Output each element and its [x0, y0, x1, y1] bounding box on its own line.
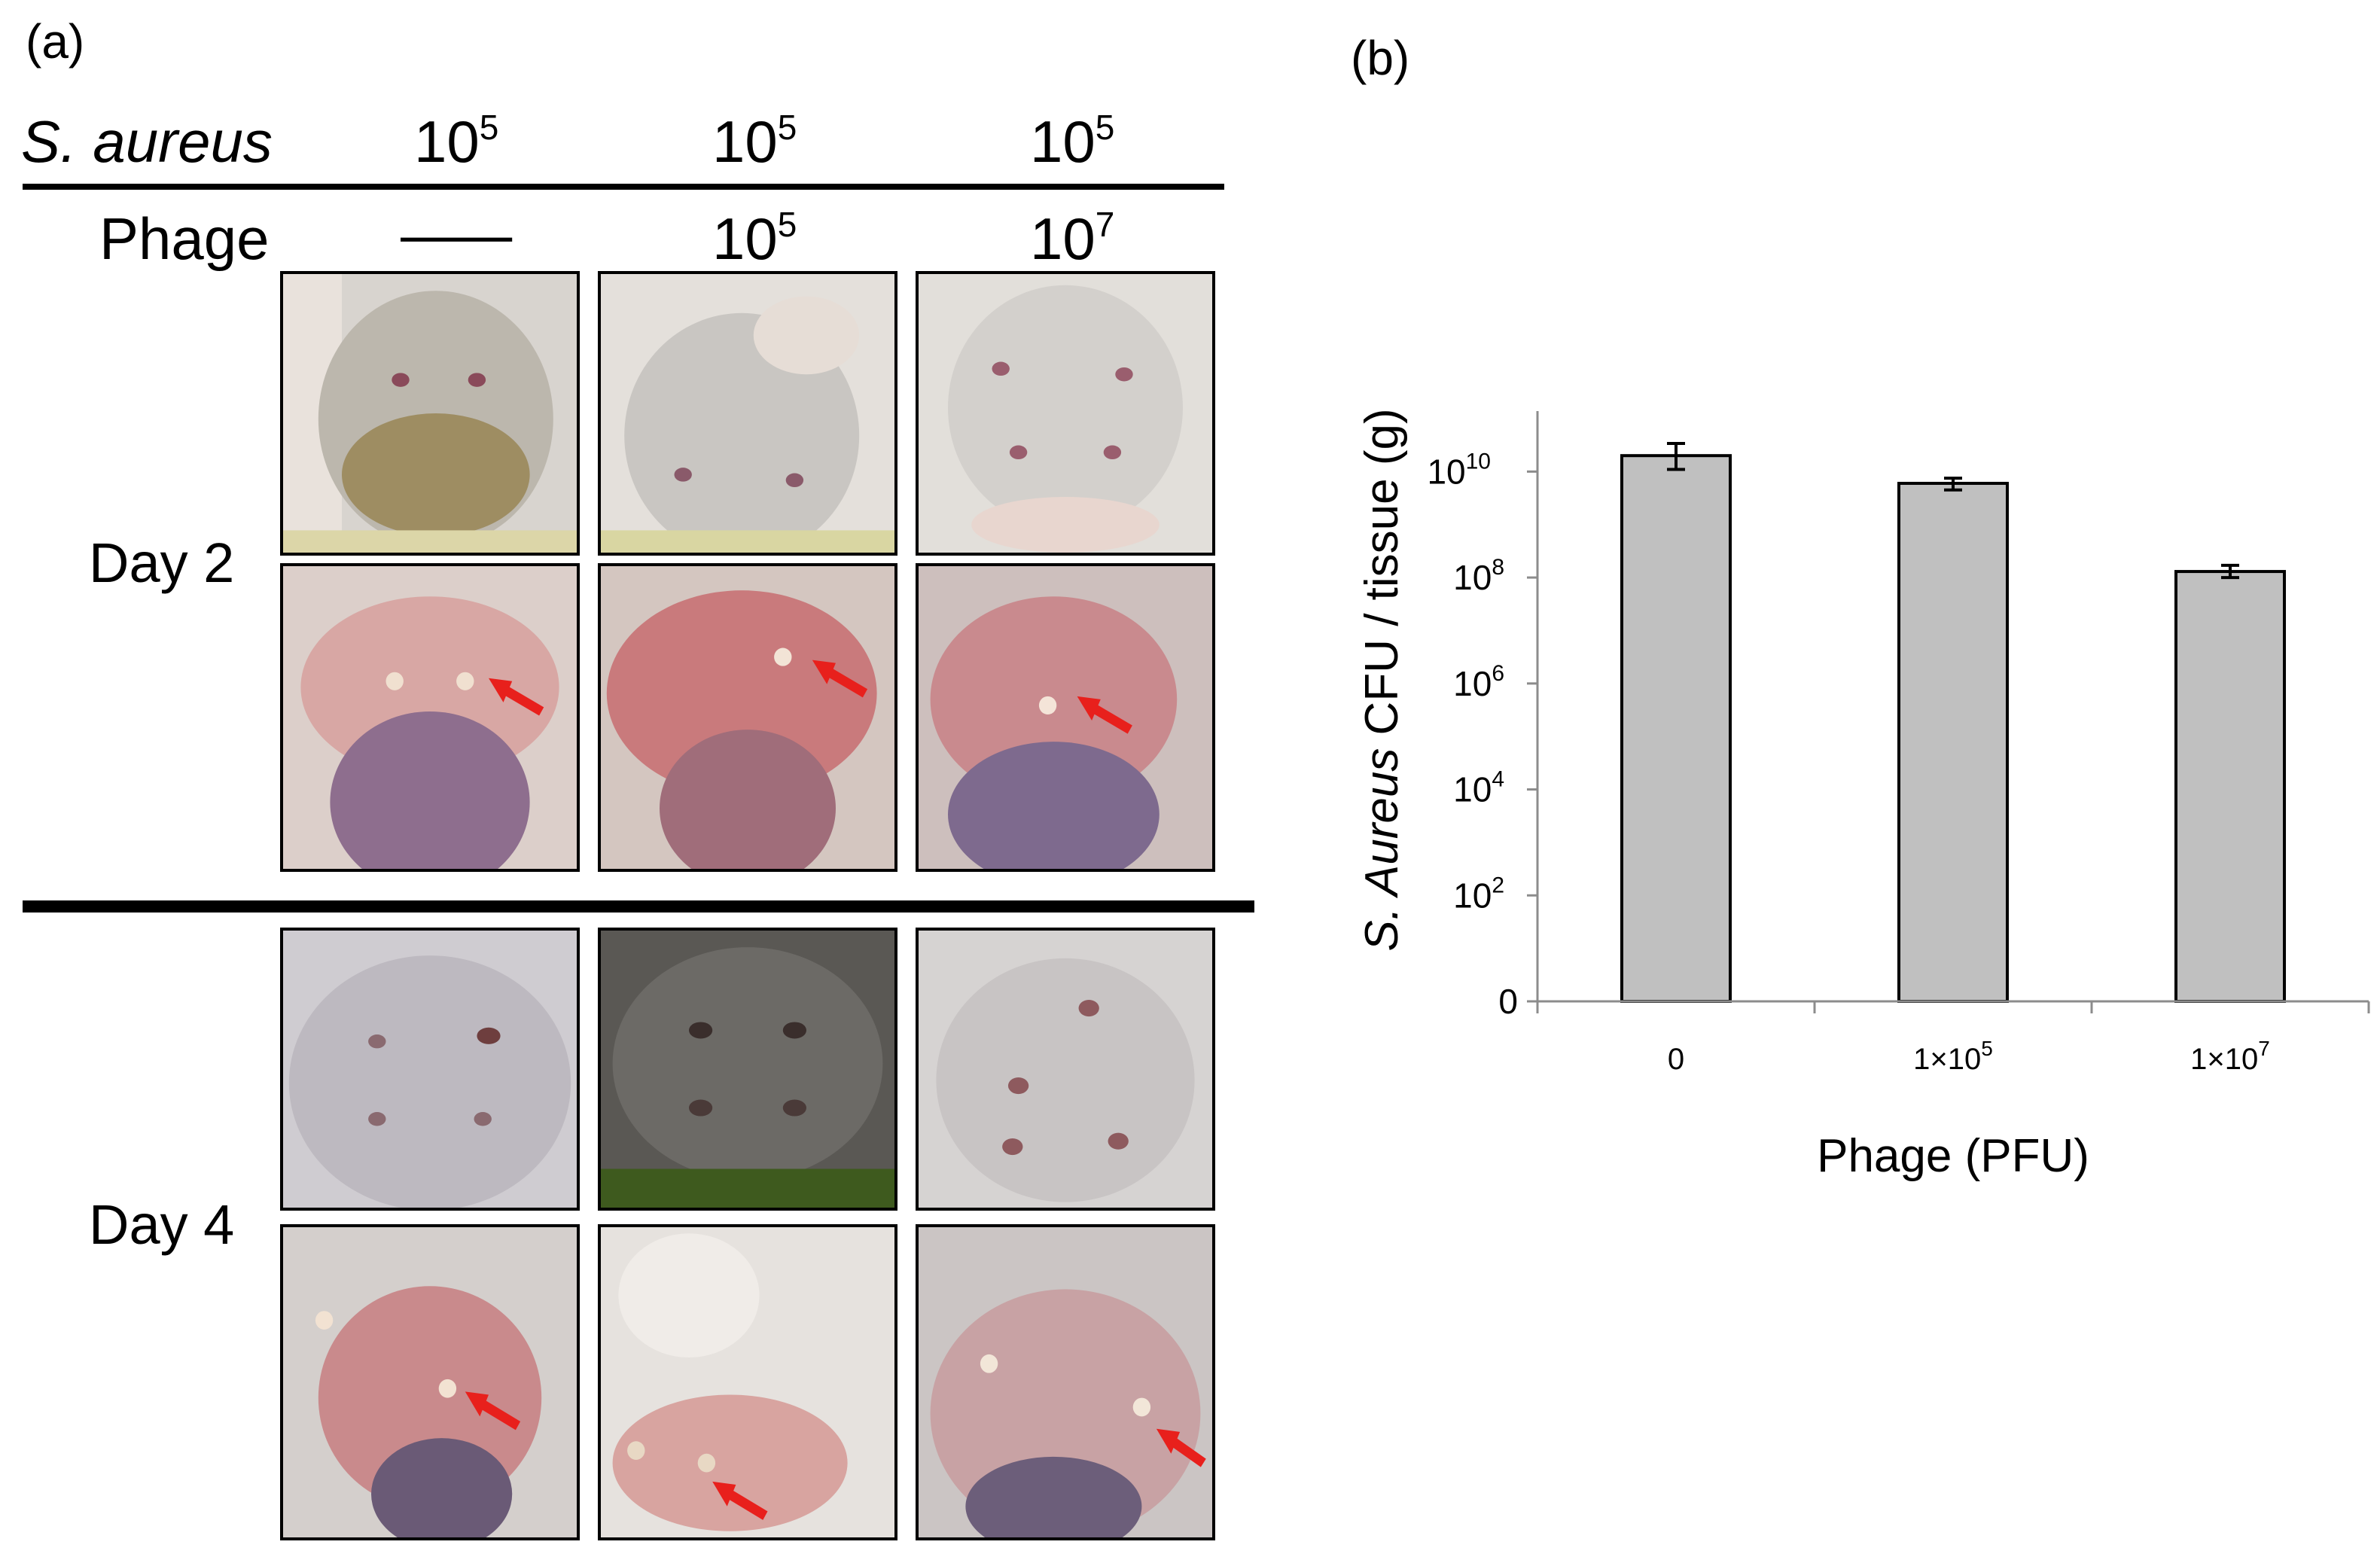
bar-0: [1620, 454, 1732, 1003]
panel-b-label: (b): [1351, 31, 1410, 85]
bacteria-dose-2: 105: [712, 108, 797, 175]
day-2-label: Day 2: [89, 532, 235, 594]
photo-day4-control-back: [280, 928, 580, 1211]
y-tick-label-1: 102: [1453, 873, 1504, 915]
y-tick-label-4: 108: [1453, 555, 1504, 597]
bar-2: [2174, 570, 2286, 1003]
day-divider: [23, 900, 1254, 913]
y-axis-label-units: CFU / tissue (g): [1356, 408, 1408, 748]
y-tick-label-3: 106: [1453, 661, 1504, 703]
bacteria-dose-1: 105: [414, 108, 499, 175]
bacteria-dose-3: 105: [1030, 108, 1115, 175]
photo-day2-phage7-open: [916, 563, 1215, 872]
photo-day4-control-open: [280, 1224, 580, 1540]
phage-row-label: Phage: [99, 206, 270, 272]
y-axis-label-species: S. Aureus: [1356, 748, 1408, 952]
photo-day2-phage7-back: [916, 271, 1215, 556]
photo-day2-control-back: [280, 271, 580, 556]
y-tick-label-5: 1010: [1427, 449, 1491, 491]
photo-day4-phage7-back: [916, 928, 1215, 1211]
photo-day2-phage5-open: [598, 563, 897, 872]
header-divider: [23, 184, 1224, 190]
bar-1: [1897, 481, 2009, 1004]
phage-dose-3: 107: [1030, 205, 1115, 272]
x-tick-label-2: 1×107: [2190, 1037, 2270, 1076]
y-tick-label-2: 104: [1453, 767, 1504, 809]
photo-day4-phage7-open: [916, 1224, 1215, 1540]
y-tick-label-0: 0: [1498, 982, 1518, 1021]
panel-a-label: (a): [26, 14, 85, 69]
bar-chart: 0 102 104 106 108 1010 0 1×105 1×107 S. Aureus …: [1356, 408, 2370, 1182]
photo-day4-phage5-back: [598, 928, 897, 1211]
x-tick-label-0: 0: [1668, 1043, 1684, 1076]
y-axis-label: S. Aureus CFU / tissue (g): [1356, 408, 1408, 951]
x-tick-label-1: 1×105: [1913, 1037, 1993, 1076]
photo-day2-phage5-back: [598, 271, 897, 556]
phage-dose-2: 105: [712, 205, 797, 272]
x-axis-label: Phage (PFU): [1817, 1130, 2089, 1182]
phage-dose-none: —: [401, 201, 513, 267]
bacteria-row-label: S. aureus: [21, 108, 273, 175]
photo-day4-phage5-open: [598, 1224, 897, 1540]
day-4-label: Day 4: [89, 1193, 235, 1256]
photo-day2-control-open: [280, 563, 580, 872]
